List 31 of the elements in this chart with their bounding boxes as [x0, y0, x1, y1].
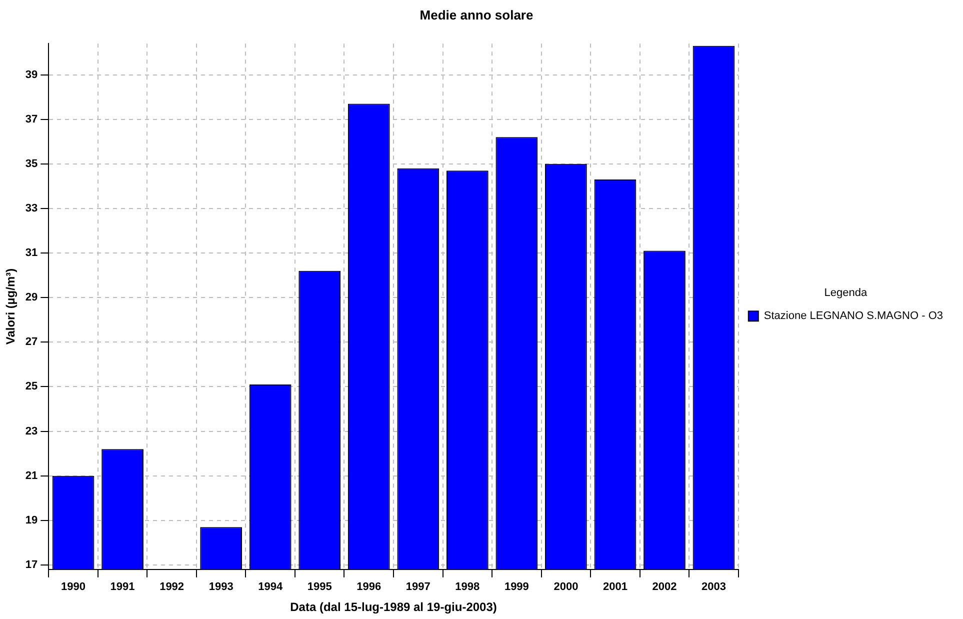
legend-title: Legenda	[824, 286, 868, 299]
x-tick-label: 2001	[602, 581, 628, 594]
x-tick-label: 1998	[455, 581, 480, 594]
chart-title: Medie anno solare	[420, 7, 534, 22]
x-tick-label: 1993	[208, 581, 234, 594]
y-tick-label: 35	[25, 158, 38, 170]
y-axis-title: Valori (µg/m³)	[4, 268, 18, 345]
x-tick-label: 2003	[702, 581, 726, 594]
x-tick-label: 1992	[160, 581, 184, 594]
x-tick-label: 1996	[356, 581, 382, 594]
x-tick-label: 1991	[110, 581, 135, 594]
y-tick-label: 25	[25, 380, 38, 393]
y-tick-label: 39	[25, 68, 38, 81]
y-tick-label: 37	[25, 113, 38, 126]
x-tick-label: 1990	[61, 581, 86, 594]
x-tick-label: 2000	[554, 581, 578, 594]
y-tick-label: 33	[25, 202, 38, 214]
x-tick-label: 1999	[504, 581, 529, 594]
legend-label: Stazione LEGNANO S.MAGNO - O3	[764, 310, 944, 322]
x-tick-label: 1995	[307, 581, 332, 594]
y-tick-label: 27	[25, 336, 38, 348]
y-tick-label: 17	[25, 558, 38, 571]
y-tick-label: 21	[25, 470, 38, 482]
y-tick-label: 23	[25, 425, 38, 438]
y-tick-label: 29	[25, 292, 38, 304]
x-axis-title: Data (dal 15-lug-1989 al 19-giu-2003)	[290, 600, 497, 614]
y-tick-label: 19	[25, 514, 38, 526]
y-tick-label: 31	[25, 247, 38, 260]
x-tick-label: 1997	[406, 581, 430, 594]
x-tick-label: 1994	[258, 581, 284, 594]
x-tick-label: 2002	[652, 581, 677, 594]
